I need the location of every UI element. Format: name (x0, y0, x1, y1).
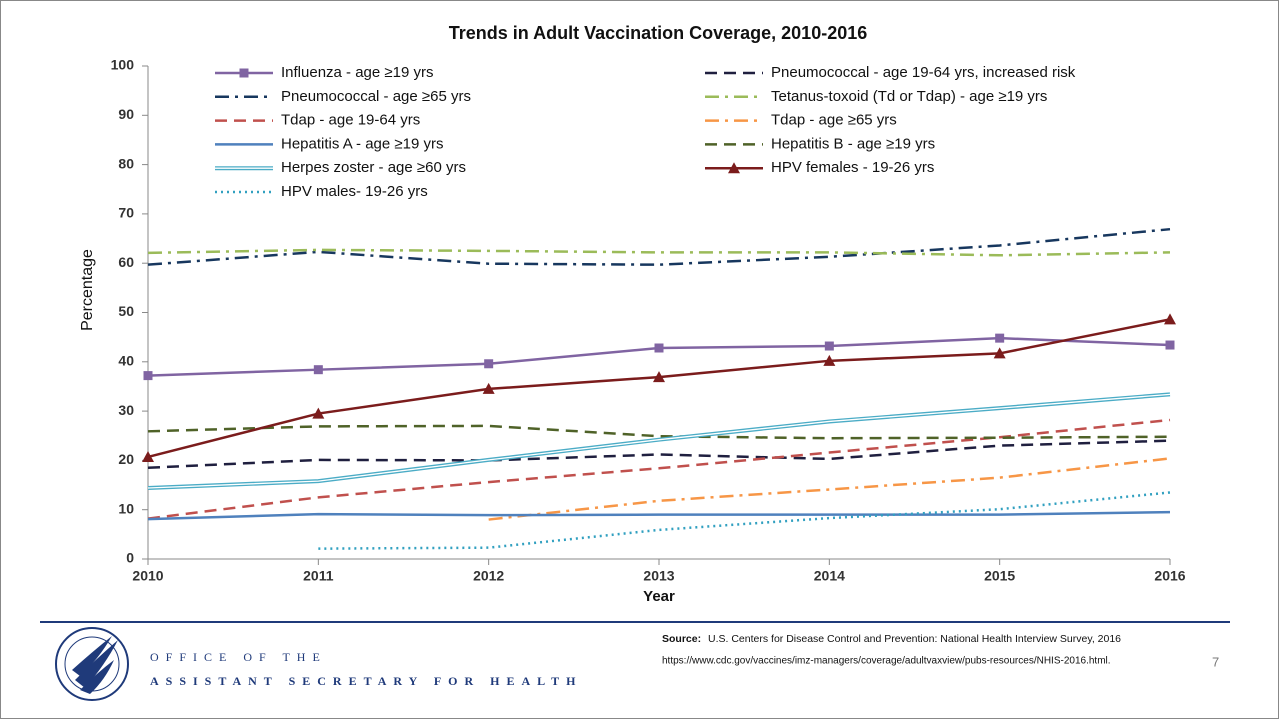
y-tick-label: 10 (118, 500, 134, 516)
series-line (147, 248, 1171, 257)
point (484, 359, 494, 369)
legend-label: HPV males- 19-26 yrs (281, 183, 428, 200)
series-line (147, 227, 1171, 266)
office-line-2: ASSISTANT SECRETARY FOR HEALTH (150, 674, 582, 688)
y-tick-label: 60 (118, 254, 134, 270)
y-tick-label: 0 (126, 550, 134, 566)
legend-label: Pneumococcal - age 19-64 yrs, increased … (771, 64, 1076, 81)
legend-marker (728, 162, 740, 174)
x-tick-label: 2015 (984, 568, 1015, 584)
point (993, 347, 1006, 359)
legend-label: Hepatitis B - age ≥19 yrs (771, 135, 935, 152)
point (143, 371, 153, 381)
point (1164, 313, 1176, 325)
legend-marker (239, 68, 249, 78)
hhs-logo (55, 627, 129, 701)
source-url: https://www.cdc.gov/vaccines/imz-manager… (662, 656, 1111, 667)
x-axis-label: Year (643, 588, 675, 605)
y-tick-label: 30 (118, 402, 134, 418)
legend-label: Pneumococcal - age ≥65 yrs (281, 88, 471, 105)
legend-label: HPV females - 19-26 yrs (771, 159, 934, 176)
series-line (318, 491, 1171, 550)
point (1165, 340, 1175, 350)
point (654, 343, 664, 353)
point (312, 407, 325, 419)
page-number: 7 (1212, 654, 1219, 669)
x-tick-label: 2013 (643, 568, 674, 584)
legend-label: Tetanus-toxoid (Td or Tdap) - age ≥19 yr… (771, 88, 1047, 105)
series-line (147, 418, 1171, 520)
point (313, 365, 323, 375)
point (653, 371, 665, 383)
legend-label: Tdap - age 19-64 yrs (281, 112, 420, 129)
point (142, 450, 154, 462)
point (482, 382, 495, 394)
y-axis-label: Percentage (79, 249, 96, 331)
point (823, 354, 836, 366)
chart-title: Trends in Adult Vaccination Coverage, 20… (449, 23, 868, 43)
series-line-inner (147, 393, 1171, 489)
y-tick-label: 100 (111, 57, 135, 73)
point (824, 341, 834, 351)
x-tick-label: 2012 (473, 568, 504, 584)
x-tick-label: 2010 (132, 568, 163, 584)
office-line-1: OFFICE OF THE (150, 650, 327, 664)
y-tick-label: 20 (118, 451, 134, 467)
point (995, 333, 1005, 343)
legend-label: Influenza - age ≥19 yrs (281, 64, 433, 81)
x-tick-label: 2011 (303, 568, 334, 584)
y-tick-label: 90 (118, 106, 134, 122)
y-tick-label: 70 (118, 205, 134, 221)
y-tick-label: 40 (118, 353, 134, 369)
legend-label: Hepatitis A - age ≥19 yrs (281, 135, 443, 152)
source-text: U.S. Centers for Disease Control and Pre… (708, 633, 1121, 645)
legend-label: Tdap - age ≥65 yrs (771, 112, 897, 129)
y-tick-label: 50 (118, 303, 134, 319)
y-tick-label: 80 (118, 155, 134, 171)
legend-label: Herpes zoster - age ≥60 yrs (281, 159, 466, 176)
series-line (147, 510, 1171, 521)
x-tick-label: 2016 (1154, 568, 1185, 584)
source-label: Source: (662, 633, 701, 645)
x-tick-label: 2014 (814, 568, 845, 584)
